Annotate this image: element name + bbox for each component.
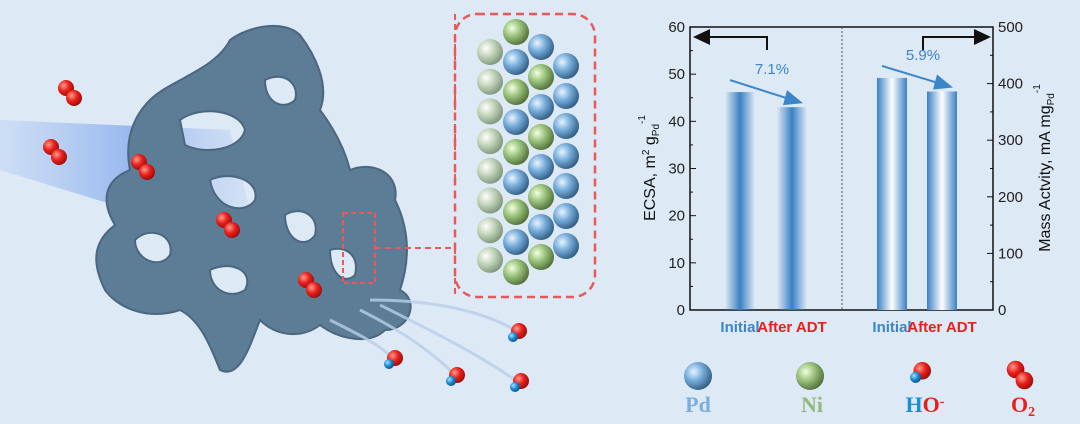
ni-atom — [528, 244, 554, 270]
ni-atom — [477, 68, 503, 95]
legend-pd-icon — [684, 362, 712, 390]
right-axis-arrow — [922, 36, 976, 50]
category-label: Initial — [720, 319, 759, 336]
pd-atom — [553, 173, 579, 199]
o2-molecule-icon — [216, 212, 240, 238]
right-axis-label: Mass Actvity, mA mgPd-1 — [1032, 84, 1057, 252]
ni-atom — [528, 64, 554, 90]
right-tick-label: 400 — [998, 76, 1023, 93]
porous-framework — [95, 24, 412, 373]
ni-atom — [477, 187, 503, 214]
legend-hydroxide: HO- — [900, 392, 950, 418]
ni-atom — [477, 98, 503, 125]
pd-atom — [528, 94, 554, 120]
legend-o-label: O — [922, 392, 940, 417]
o2-molecule-icon — [58, 80, 82, 106]
ni-atom — [528, 124, 554, 150]
left-tick-label: 60 — [668, 19, 685, 36]
left-tick-label: 10 — [668, 255, 685, 272]
chart: 0 10 20 30 40 50 60 0 100 200 300 400 500 ECSA, m2 gP… — [637, 19, 1057, 336]
right-tick-label: 300 — [998, 132, 1023, 149]
legend-ni-icon — [796, 362, 824, 390]
pdni-lattice — [477, 19, 579, 285]
ni-atom — [477, 39, 503, 65]
pd-atom — [553, 203, 579, 229]
right-tick-label: 500 — [998, 19, 1023, 36]
legend-o2-label: O — [1010, 392, 1029, 417]
ni-atom — [503, 139, 529, 165]
legend-o2: O2 — [1003, 392, 1043, 421]
hydroxide-molecule-icon — [910, 362, 931, 383]
legend-ni: Ni — [797, 392, 827, 418]
decrease-arrow — [729, 79, 791, 101]
right-tick-label: 200 — [998, 189, 1023, 206]
left-tick-label: 20 — [668, 208, 685, 225]
right-tick-label: 0 — [998, 302, 1006, 319]
left-tick-label: 50 — [668, 66, 685, 83]
ni-atom — [477, 157, 503, 184]
o2-molecule-icon — [1006, 360, 1034, 390]
category-label: After ADT — [907, 319, 976, 336]
hydroxide-molecule-icon — [510, 373, 529, 392]
decrease-arrow — [881, 64, 941, 85]
pd-atom — [503, 169, 529, 195]
bar-after-adt — [777, 107, 807, 310]
o2-molecule-icon — [298, 272, 322, 298]
legend-ni-label: Ni — [801, 392, 823, 417]
decrease-percent-label: 7.1% — [755, 61, 789, 78]
pd-atom — [553, 113, 579, 139]
bar-after-adt — [927, 91, 957, 310]
left-tick-label: 40 — [668, 113, 685, 130]
category-label: Initial — [872, 319, 911, 336]
legend-charge: - — [939, 394, 945, 410]
left-tick-label: 0 — [677, 302, 685, 319]
o2-molecule-icon — [43, 139, 67, 165]
hydroxide-molecule-icon — [508, 323, 527, 342]
bar-initial — [725, 92, 755, 310]
ni-atom — [477, 128, 503, 155]
molecules — [43, 80, 1034, 392]
pd-atom — [503, 109, 529, 135]
ni-atom — [503, 259, 529, 285]
hydroxide-molecule-icon — [446, 367, 465, 386]
inset-frame — [453, 12, 597, 299]
pd-atom — [528, 154, 554, 180]
category-label: After ADT — [757, 319, 826, 336]
legend-pd: Pd — [683, 392, 713, 418]
left-axis-label: ECSA, m2 gPd-1 — [637, 115, 662, 221]
left-tick-label: 30 — [668, 161, 685, 178]
ni-atom — [503, 19, 529, 45]
legend-pd-label: Pd — [685, 392, 711, 417]
pd-atom — [528, 34, 554, 60]
pd-atom — [553, 83, 579, 109]
decrease-percent-label: 5.9% — [906, 47, 940, 64]
pd-atom — [553, 53, 579, 79]
ni-atom — [477, 217, 503, 244]
bar-initial — [877, 77, 907, 310]
o2-molecule-icon — [131, 154, 155, 180]
legend-o2-sub: 2 — [1028, 405, 1036, 421]
legend-h-label: H — [905, 392, 923, 417]
left-axis-arrow — [708, 36, 768, 50]
pd-atom — [528, 214, 554, 240]
hydroxide-molecule-icon — [384, 350, 403, 369]
ni-atom — [503, 79, 529, 105]
pd-atom — [503, 229, 529, 255]
ni-atom — [503, 199, 529, 225]
ni-atom — [477, 246, 503, 273]
pd-atom — [553, 233, 579, 259]
pd-atom — [553, 143, 579, 169]
right-tick-label: 100 — [998, 245, 1023, 262]
ni-atom — [528, 184, 554, 210]
pd-atom — [503, 49, 529, 75]
